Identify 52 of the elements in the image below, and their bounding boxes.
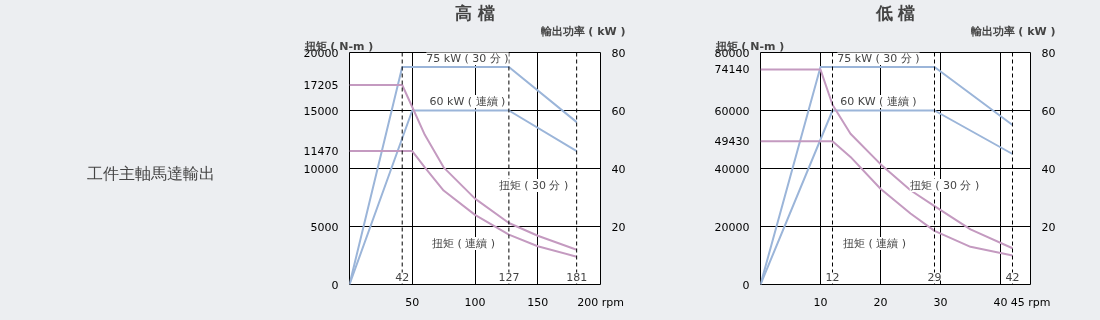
y2-axis-title: 輸出功率 ( kW )	[969, 24, 1056, 38]
x-tick-label: 45 rpm	[1010, 295, 1051, 309]
y-tick-label: 49430	[714, 135, 750, 149]
y-tick-label: 74140	[714, 63, 750, 77]
line-series	[349, 83, 578, 251]
annotation: 扭矩 ( 30 分 )	[909, 179, 980, 192]
line-series	[760, 68, 1014, 250]
line-series	[760, 140, 1014, 257]
annotation: 60 KW ( 連續 )	[840, 95, 917, 108]
y2-axis-title: 輸出功率 ( kW )	[539, 24, 626, 38]
text: 工件主軸馬達輸出	[86, 163, 215, 183]
y2-tick-label: 80	[1041, 46, 1056, 60]
y-tick-label: 60000	[714, 104, 750, 118]
annotation: 扭矩 ( 連續 )	[431, 237, 496, 250]
x-tick-label: 100	[464, 295, 486, 309]
y2-tick-label: 60	[611, 104, 626, 118]
y-tick-label: 10000	[303, 162, 339, 176]
x-tick-label: 20	[873, 295, 888, 309]
chart-title: 高 檔	[455, 2, 495, 23]
annotation: 扭矩 ( 連續 )	[842, 237, 907, 250]
x-tick-label: 50	[405, 295, 420, 309]
y-tick-label: 20000	[714, 220, 750, 234]
x-tick-label: 150	[527, 295, 549, 309]
y-tick-label: 40000	[714, 162, 750, 176]
annotation: 60 kW ( 連續 )	[429, 95, 506, 108]
annotation: 扭矩 ( 30 分 )	[498, 179, 569, 192]
line-series	[349, 150, 578, 258]
y2-tick-label: 40	[1041, 162, 1056, 176]
x-tick-label: 10	[813, 295, 828, 309]
y-tick-label: 0	[742, 278, 750, 292]
y2-tick-label: 40	[611, 162, 626, 176]
ref-line-label: 127	[498, 270, 520, 284]
x-tick-label: 30	[933, 295, 948, 309]
y-tick-label: 5000	[310, 220, 339, 234]
y2-tick-label: 20	[611, 220, 626, 234]
ref-line-label: 42	[395, 270, 410, 284]
ref-line-label: 42	[1005, 270, 1020, 284]
x-tick-label: 40	[993, 295, 1008, 309]
y2-tick-label: 60	[1041, 104, 1056, 118]
ref-line-label: 12	[825, 270, 840, 284]
annotation: 75 kW ( 30 分 )	[837, 52, 920, 65]
y-tick-label: 0	[331, 278, 339, 292]
y-tick-label: 15000	[303, 104, 339, 118]
x-tick-label: 200 rpm	[577, 295, 624, 309]
annotation: 75 kW ( 30 分 )	[426, 52, 509, 65]
y-tick-label: 11470	[303, 145, 339, 159]
y2-tick-label: 80	[611, 46, 626, 60]
y2-tick-label: 20	[1041, 220, 1056, 234]
ref-line-label: 29	[927, 270, 942, 284]
y-tick-label: 17205	[303, 78, 339, 92]
chart-title: 低 檔	[874, 2, 916, 23]
ref-line-label: 181	[566, 270, 588, 284]
